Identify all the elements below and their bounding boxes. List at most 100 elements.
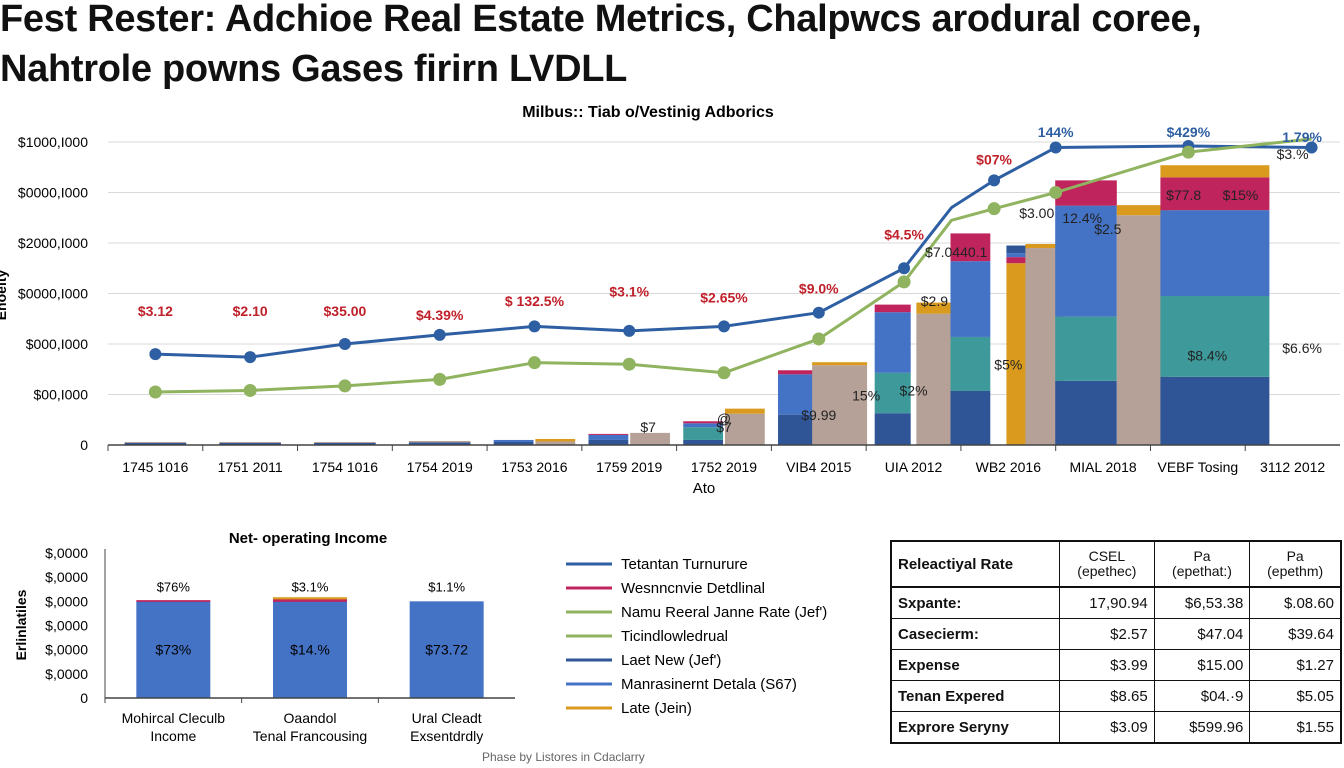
data-label: $ 132.5% — [505, 293, 565, 309]
data-label: $77.8 — [1166, 187, 1201, 203]
bar-segment — [535, 438, 576, 442]
noi-y-tick-label: $,0000 — [45, 642, 88, 658]
bar-segment — [916, 302, 953, 314]
bar-segment — [812, 362, 868, 366]
bar-segment — [493, 439, 534, 442]
bar-segment — [1006, 263, 1030, 445]
data-label: $4.39% — [416, 307, 464, 323]
table-cell: $.08.60 — [1249, 586, 1342, 619]
series-point — [433, 328, 446, 341]
data-label: $8.4% — [1187, 348, 1227, 364]
data-label: $4.5% — [884, 226, 924, 242]
bar-segment — [408, 440, 471, 443]
table-cell: $3.99 — [1059, 649, 1155, 681]
data-label: $3.% — [1277, 146, 1309, 162]
table-row: Expense $3.99 $15.00 $1.27 — [890, 649, 1342, 681]
table-row-label: Expense — [890, 649, 1061, 681]
legend-label: Namu Reeral Janne Rate (Jef') — [621, 604, 827, 621]
bar-segment — [1006, 257, 1030, 264]
series-point — [244, 351, 257, 364]
series-line-blue — [155, 144, 1312, 359]
bar-segment — [219, 441, 281, 443]
data-label: $9.0% — [799, 281, 839, 297]
data-label: 1.79% — [1282, 129, 1322, 145]
table-cell: $6,53.38 — [1153, 586, 1251, 619]
table-row: Casecierm: $2.57 $47.04 $39.64 — [890, 618, 1342, 650]
bar-segment — [683, 423, 724, 428]
series-point — [718, 320, 730, 333]
noi-x-tick-label: Mohircal Cleculb — [122, 710, 226, 726]
x-axis-label: Ato — [693, 480, 716, 497]
data-label: $35.00 — [324, 303, 367, 319]
bar-segment — [1055, 205, 1117, 317]
y-tick-label: $2000,I000 — [18, 235, 88, 251]
bar-segment — [1055, 380, 1117, 445]
series-point — [527, 356, 541, 370]
y-axis-label: Enoeity — [0, 270, 9, 321]
noi-bar — [409, 601, 484, 698]
y-tick-label: $0000,I000 — [18, 185, 88, 201]
bar-segment — [1160, 165, 1270, 178]
noi-y-axis-label: Erlinlatiles — [13, 589, 29, 660]
series-point — [622, 357, 636, 371]
series-line-green — [155, 137, 1312, 394]
series-point — [717, 366, 731, 380]
bar-segment — [950, 390, 991, 445]
data-label: $429% — [1167, 124, 1211, 140]
bar-segment — [874, 304, 911, 313]
bar-segment — [778, 370, 818, 375]
table-row: Exprore Seryny $3.09 $599.96 $1.55 — [890, 711, 1342, 744]
table-header-label: Releactiyal Rate — [890, 540, 1061, 588]
bar-segment — [588, 434, 629, 440]
series-point — [1181, 145, 1195, 159]
data-label: $7 — [640, 419, 656, 435]
bar-segment — [314, 441, 376, 443]
page-title: Fest Rester: Adchioe Real Estate Metrics… — [0, 0, 1344, 94]
table-row-label: Sxpante: — [890, 586, 1061, 619]
table-cell: $5.05 — [1249, 680, 1342, 712]
data-label: $3.12 — [138, 303, 173, 319]
data-label: $5% — [994, 356, 1022, 372]
table-cell: $39.64 — [1249, 618, 1342, 650]
bar-segment — [1006, 253, 1030, 258]
bar-segment — [950, 233, 991, 262]
x-tick-label: 1759 2019 — [596, 459, 662, 475]
noi-x-tick-label: Ural Cleadt — [412, 710, 482, 726]
legend-label: Manrasinernt Detala (S67) — [621, 676, 797, 693]
legend-label: Wesnncnvie Detdlinal — [621, 580, 765, 597]
y-tick-label: $1000,I000 — [18, 134, 88, 150]
table-header-col: CSEL (epethec) — [1059, 540, 1155, 588]
x-tick-label: MIAL 2018 — [1069, 459, 1136, 475]
series-point — [812, 306, 825, 319]
series-point — [623, 324, 636, 337]
x-tick-label: 1754 2019 — [407, 459, 473, 475]
series-point — [338, 379, 352, 393]
bar-segment — [1160, 177, 1270, 211]
bar-segment — [314, 442, 376, 445]
main-stacked-bar-line-chart: Milbus:: Tiab o/Vestinig AdboricsEnoeity… — [0, 104, 1340, 497]
y-tick-label: $000,I000 — [26, 336, 88, 352]
data-label: $3.00 — [1019, 205, 1054, 221]
table-cell: $1.27 — [1249, 649, 1342, 681]
noi-inner-label: $73% — [155, 642, 191, 658]
x-tick-label: 3112 2012 — [1260, 459, 1325, 475]
x-tick-label: 1754 1016 — [312, 459, 378, 475]
series-point — [433, 372, 447, 386]
bar-segment — [588, 439, 629, 445]
noi-bar — [273, 601, 347, 698]
table-header-col: Pa (epethm) — [1249, 540, 1342, 588]
series-point — [812, 332, 826, 346]
table-header-col: Pa (epethat:) — [1153, 540, 1251, 588]
noi-y-tick-label: $,0000 — [45, 569, 88, 585]
x-tick-label: WB2 2016 — [976, 459, 1042, 475]
y-tick-label: $0000,I000 — [18, 286, 88, 302]
bar-segment — [493, 441, 534, 445]
bar-segment — [874, 413, 911, 445]
noi-x-tick-label: Exsentdrdly — [410, 728, 483, 744]
noi-y-tick-label: $,0000 — [45, 666, 88, 682]
data-label: @ — [717, 410, 731, 426]
data-label: $6.6% — [1282, 340, 1322, 356]
bar-segment — [1160, 210, 1270, 297]
data-label: $3.1% — [609, 284, 649, 300]
data-label: $07% — [976, 152, 1012, 168]
